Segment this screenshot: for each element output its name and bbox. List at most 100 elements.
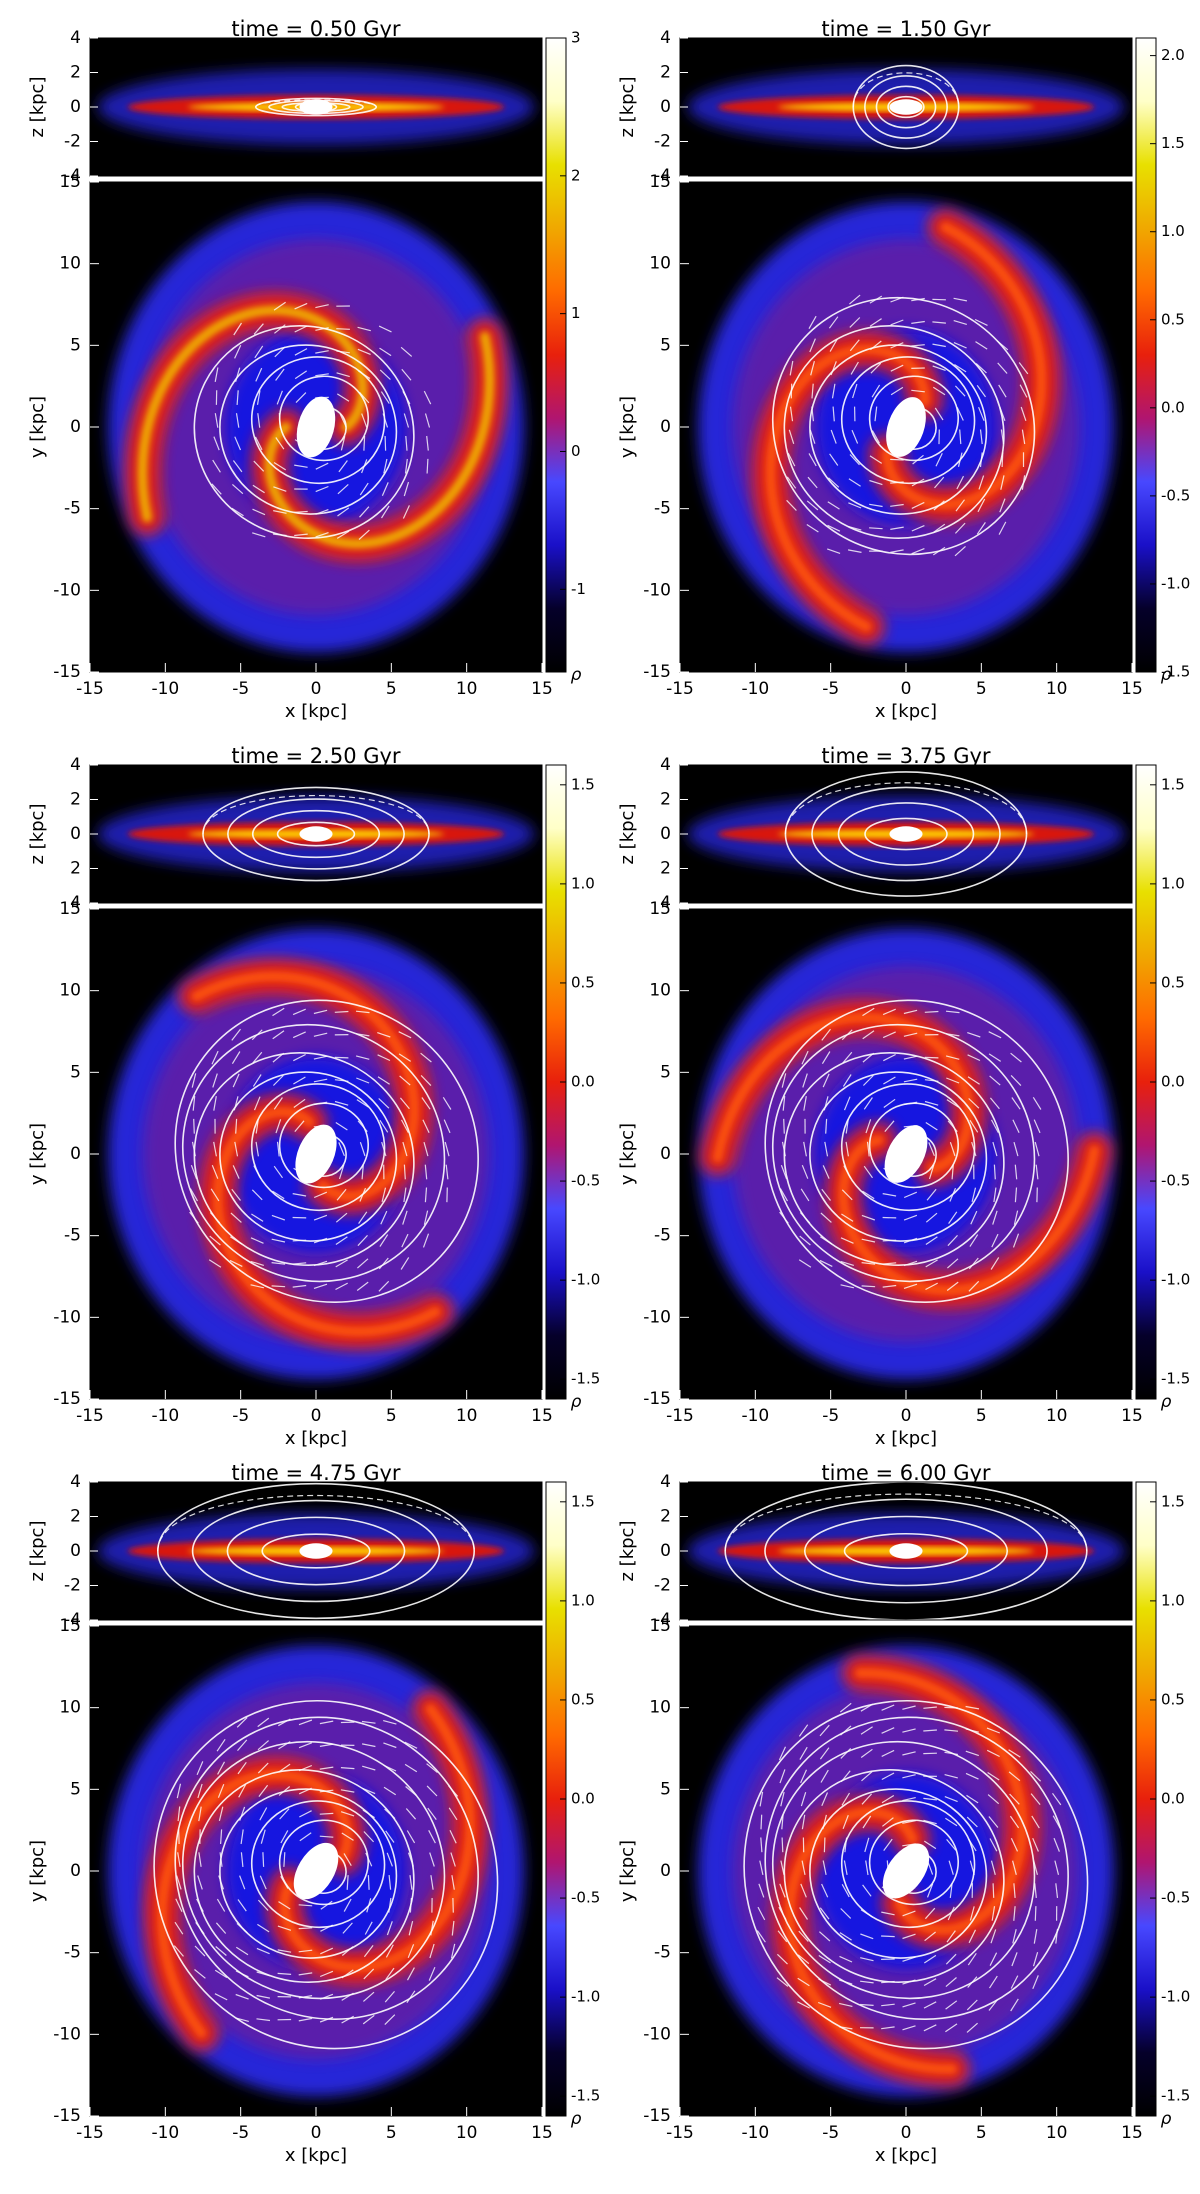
field-vector (240, 1852, 244, 1867)
field-vector (364, 1921, 373, 1935)
field-vector (400, 1119, 409, 1133)
field-vector (380, 391, 390, 404)
field-vector (272, 1190, 285, 1200)
field-vector (1032, 1096, 1042, 1110)
field-vector (231, 1051, 241, 1065)
field-vector (903, 1237, 918, 1244)
field-vector (890, 364, 904, 372)
field-vector (232, 460, 243, 473)
x-axis-label: x [kpc] (285, 701, 347, 722)
field-vector (932, 365, 946, 371)
field-vector (234, 1141, 239, 1157)
field-vector (278, 1763, 291, 1773)
edge-on-contour (864, 817, 948, 851)
field-vector (945, 2023, 958, 2033)
x-tick-label: 0 (311, 679, 322, 699)
field-vector (403, 481, 410, 497)
colorbar-tick-label: -1.0 (571, 1988, 600, 2006)
field-vector (197, 1875, 203, 1890)
field-vector (965, 1772, 979, 1780)
y-tick-label: 0 (660, 417, 671, 437)
colorbar-tick-label: 0.0 (1161, 1790, 1185, 1808)
edge-on-tick-label: 4 (70, 893, 81, 913)
field-vector (256, 1971, 270, 1977)
field-vector (840, 1725, 852, 1736)
x-tick-label: 5 (976, 1406, 987, 1426)
field-vectors (173, 1716, 459, 2026)
field-vector (933, 523, 946, 533)
field-vector (231, 1188, 241, 1201)
field-vector (272, 1007, 285, 1017)
edge-on-tick-label: 4 (70, 1472, 81, 1492)
field-vector (256, 390, 261, 405)
field-vector (313, 1055, 328, 1060)
field-vector (405, 1808, 417, 1820)
field-vector (882, 1031, 896, 1039)
field-vector (211, 1164, 219, 1179)
y-tick-label: -5 (64, 1943, 81, 1963)
field-vector (315, 373, 329, 377)
x-tick-label: -5 (232, 679, 249, 699)
field-vector (808, 315, 817, 329)
field-vector (400, 1257, 410, 1270)
field-vector (383, 1742, 397, 1749)
field-vector (278, 1901, 291, 1910)
field-vector (911, 320, 925, 324)
field-vector (251, 1029, 263, 1041)
field-vector (968, 1098, 980, 1109)
field-vector (1034, 1141, 1040, 1157)
field-vector (956, 475, 965, 490)
field-vector (990, 1929, 997, 1944)
field-vector (779, 1769, 786, 1784)
panel-2: time = 1.50 Gyr 4 2 0 -2 -4 z [kpc] -15 -10 -5 0 5 1… (617, 17, 1190, 722)
field-vector (811, 406, 814, 422)
field-vector (828, 477, 840, 488)
edge-on-core (889, 1543, 923, 1559)
field-vector (1055, 1928, 1059, 1944)
x-tick-label: -5 (822, 679, 839, 699)
field-vector (945, 1010, 960, 1014)
field-vector (902, 1797, 916, 1802)
y-tick-label: -15 (53, 662, 81, 682)
field-vector (849, 339, 860, 352)
field-vector (429, 1852, 435, 1867)
x-tick-label: 15 (531, 1406, 553, 1426)
field-vector (902, 1933, 916, 1940)
field-vector (428, 1830, 436, 1844)
field-vector (320, 1924, 333, 1932)
field-vector (967, 1952, 977, 1966)
field-vector (970, 1210, 978, 1225)
field-vector (819, 1724, 830, 1737)
face-on-map (90, 182, 542, 672)
y-tick-label: 5 (70, 1779, 81, 1799)
field-contour (891, 1133, 937, 1178)
y-tick-label: 5 (660, 1062, 671, 1082)
edge-on-tick-label: -4 (654, 1610, 671, 1630)
field-vector (869, 455, 883, 464)
field-vector (965, 1728, 980, 1733)
colorbar-tick-label: 1 (571, 304, 581, 322)
field-vector (861, 1262, 876, 1265)
edge-on-tick-label: 0 (660, 1541, 671, 1561)
field-vector (798, 1724, 809, 1737)
field-vector (423, 1141, 429, 1157)
field-vector (334, 1010, 349, 1013)
field-vector (336, 1188, 347, 1201)
field-vectors (189, 1007, 452, 1292)
field-contour (783, 1769, 1005, 1984)
edge-on-contour (875, 85, 937, 129)
edge-on-core (299, 1543, 333, 1559)
field-vector (848, 478, 861, 487)
field-vector (294, 533, 308, 537)
field-vector (359, 391, 370, 404)
field-vector (256, 1994, 271, 1999)
field-vector (990, 1257, 1000, 1270)
field-vector (313, 1191, 328, 1199)
field-vector (402, 1141, 408, 1157)
field-vector (424, 1164, 428, 1180)
field-vector (808, 453, 817, 467)
field-vector (988, 1031, 1002, 1039)
field-vector (966, 1816, 978, 1828)
field-vector (292, 1008, 306, 1016)
field-vector (842, 1074, 852, 1087)
